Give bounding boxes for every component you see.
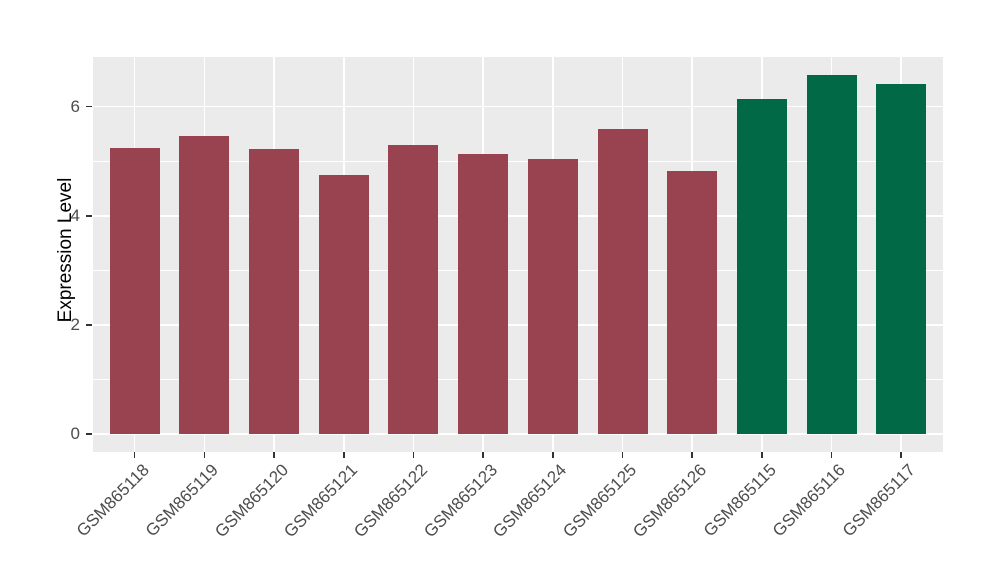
x-tick-mark bbox=[482, 452, 484, 458]
x-tick-mark bbox=[203, 452, 206, 458]
y-axis-title: Expression Level bbox=[55, 177, 76, 323]
minor-gridline bbox=[93, 269, 943, 271]
bar-GSM865123 bbox=[458, 154, 509, 434]
x-tick-label: GSM865122 bbox=[350, 460, 432, 542]
bar-GSM865121 bbox=[318, 174, 369, 434]
x-tick-label: GSM865118 bbox=[72, 460, 153, 541]
major-gridline bbox=[93, 433, 943, 435]
x-tick-mark bbox=[412, 452, 415, 458]
x-tick-label: GSM865123 bbox=[419, 460, 501, 542]
x-tick-label: GSM865126 bbox=[628, 460, 710, 542]
bar-GSM865124 bbox=[527, 159, 578, 434]
x-tick-label: GSM865120 bbox=[210, 460, 292, 542]
y-tick-label: 0 bbox=[70, 424, 80, 443]
x-tick-mark bbox=[900, 452, 902, 458]
bar-GSM865122 bbox=[388, 144, 439, 434]
y-tick-mark bbox=[86, 106, 92, 108]
bar-GSM865125 bbox=[597, 128, 648, 434]
bar-GSM865117 bbox=[876, 84, 927, 434]
x-tick-mark bbox=[134, 452, 136, 458]
y-tick-mark bbox=[86, 433, 92, 435]
major-gridline bbox=[93, 215, 943, 217]
y-tick-mark bbox=[86, 324, 92, 326]
x-tick-mark bbox=[621, 452, 624, 458]
bar-GSM865118 bbox=[109, 147, 160, 434]
x-tick-label: GSM865116 bbox=[769, 460, 850, 541]
bar-GSM865119 bbox=[179, 135, 230, 434]
x-tick-label: GSM865121 bbox=[280, 460, 362, 542]
y-tick-label: 2 bbox=[70, 314, 80, 334]
x-tick-mark bbox=[273, 452, 275, 458]
bar-GSM865120 bbox=[249, 149, 300, 434]
x-tick-mark bbox=[552, 452, 554, 458]
x-tick-label: GSM865125 bbox=[559, 460, 641, 542]
x-tick-mark bbox=[761, 452, 763, 458]
y-tick-label: 6 bbox=[70, 96, 80, 116]
plot-panel bbox=[93, 57, 943, 452]
bar-GSM865115 bbox=[736, 99, 787, 434]
x-tick-mark bbox=[830, 452, 833, 458]
y-tick-label: 4 bbox=[70, 205, 80, 225]
x-tick-label: GSM865119 bbox=[142, 460, 223, 541]
x-tick-label: GSM865124 bbox=[489, 460, 571, 542]
minor-gridline bbox=[93, 160, 943, 162]
x-tick-mark bbox=[343, 452, 345, 458]
y-tick-mark bbox=[86, 215, 92, 217]
x-tick-mark bbox=[691, 452, 693, 458]
x-tick-label: GSM865117 bbox=[838, 460, 919, 541]
major-gridline bbox=[93, 324, 943, 326]
major-gridline bbox=[93, 106, 943, 108]
x-tick-label: GSM865115 bbox=[699, 460, 780, 541]
bar-GSM865126 bbox=[667, 171, 718, 434]
minor-gridline bbox=[93, 379, 943, 380]
bar-GSM865116 bbox=[806, 74, 857, 434]
